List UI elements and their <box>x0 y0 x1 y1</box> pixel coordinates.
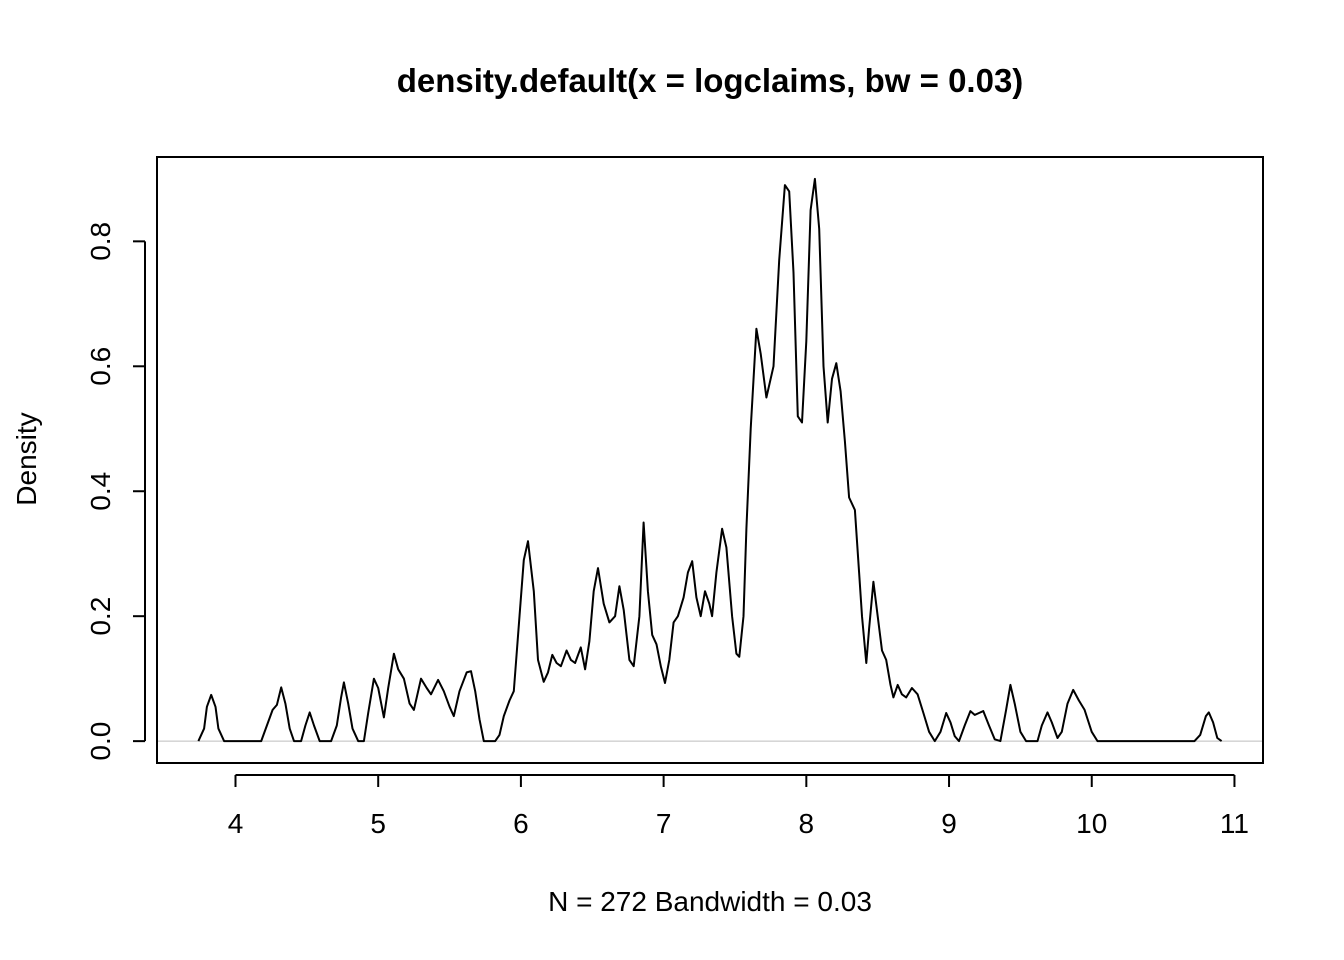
y-tick-label: 0.0 <box>85 722 116 761</box>
x-tick-label: 6 <box>513 808 529 839</box>
y-axis-label: Density <box>11 412 42 505</box>
y-axis: 0.0 0.2 0.4 0.6 0.8 <box>85 222 146 761</box>
x-tick-label: 4 <box>228 808 244 839</box>
y-tick-label: 0.6 <box>85 347 116 386</box>
x-tick-label: 11 <box>1220 808 1249 839</box>
x-tick-label: 10 <box>1076 808 1107 839</box>
x-tick-label: 9 <box>941 808 957 839</box>
x-axis-label: N = 272 Bandwidth = 0.03 <box>548 886 872 917</box>
y-tick-label: 0.4 <box>85 472 116 511</box>
y-tick-label: 0.2 <box>85 597 116 636</box>
x-tick-label: 5 <box>370 808 386 839</box>
y-tick-label: 0.8 <box>85 222 116 261</box>
x-axis: 4 5 6 7 8 9 10 11 <box>228 774 1249 839</box>
x-tick-label: 8 <box>799 808 815 839</box>
chart-title: density.default(x = logclaims, bw = 0.03… <box>397 62 1024 99</box>
density-curve <box>197 177 1223 743</box>
x-tick-label: 7 <box>656 808 672 839</box>
plot-frame <box>156 156 1264 764</box>
